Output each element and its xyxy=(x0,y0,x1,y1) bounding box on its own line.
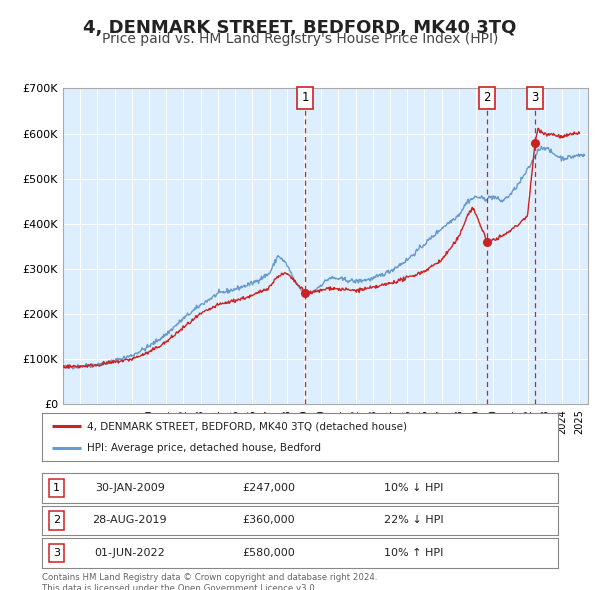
Text: 2: 2 xyxy=(484,91,491,104)
Text: Contains HM Land Registry data © Crown copyright and database right 2024.
This d: Contains HM Land Registry data © Crown c… xyxy=(42,573,377,590)
Text: £580,000: £580,000 xyxy=(242,548,295,558)
Text: £247,000: £247,000 xyxy=(242,483,296,493)
Text: HPI: Average price, detached house, Bedford: HPI: Average price, detached house, Bedf… xyxy=(88,443,322,453)
Text: 28-AUG-2019: 28-AUG-2019 xyxy=(92,516,167,525)
Text: 3: 3 xyxy=(53,548,60,558)
Text: 4, DENMARK STREET, BEDFORD, MK40 3TQ (detached house): 4, DENMARK STREET, BEDFORD, MK40 3TQ (de… xyxy=(88,421,407,431)
Text: 4, DENMARK STREET, BEDFORD, MK40 3TQ: 4, DENMARK STREET, BEDFORD, MK40 3TQ xyxy=(83,19,517,37)
Text: 1: 1 xyxy=(53,483,60,493)
Text: 1: 1 xyxy=(302,91,309,104)
Text: 22% ↓ HPI: 22% ↓ HPI xyxy=(384,516,443,525)
Text: 10% ↓ HPI: 10% ↓ HPI xyxy=(384,483,443,493)
Text: 10% ↑ HPI: 10% ↑ HPI xyxy=(384,548,443,558)
Text: 30-JAN-2009: 30-JAN-2009 xyxy=(95,483,164,493)
Text: 01-JUN-2022: 01-JUN-2022 xyxy=(94,548,165,558)
Text: 2: 2 xyxy=(53,516,60,525)
Text: Price paid vs. HM Land Registry's House Price Index (HPI): Price paid vs. HM Land Registry's House … xyxy=(102,32,498,47)
Text: 3: 3 xyxy=(531,91,539,104)
Text: £360,000: £360,000 xyxy=(243,516,295,525)
